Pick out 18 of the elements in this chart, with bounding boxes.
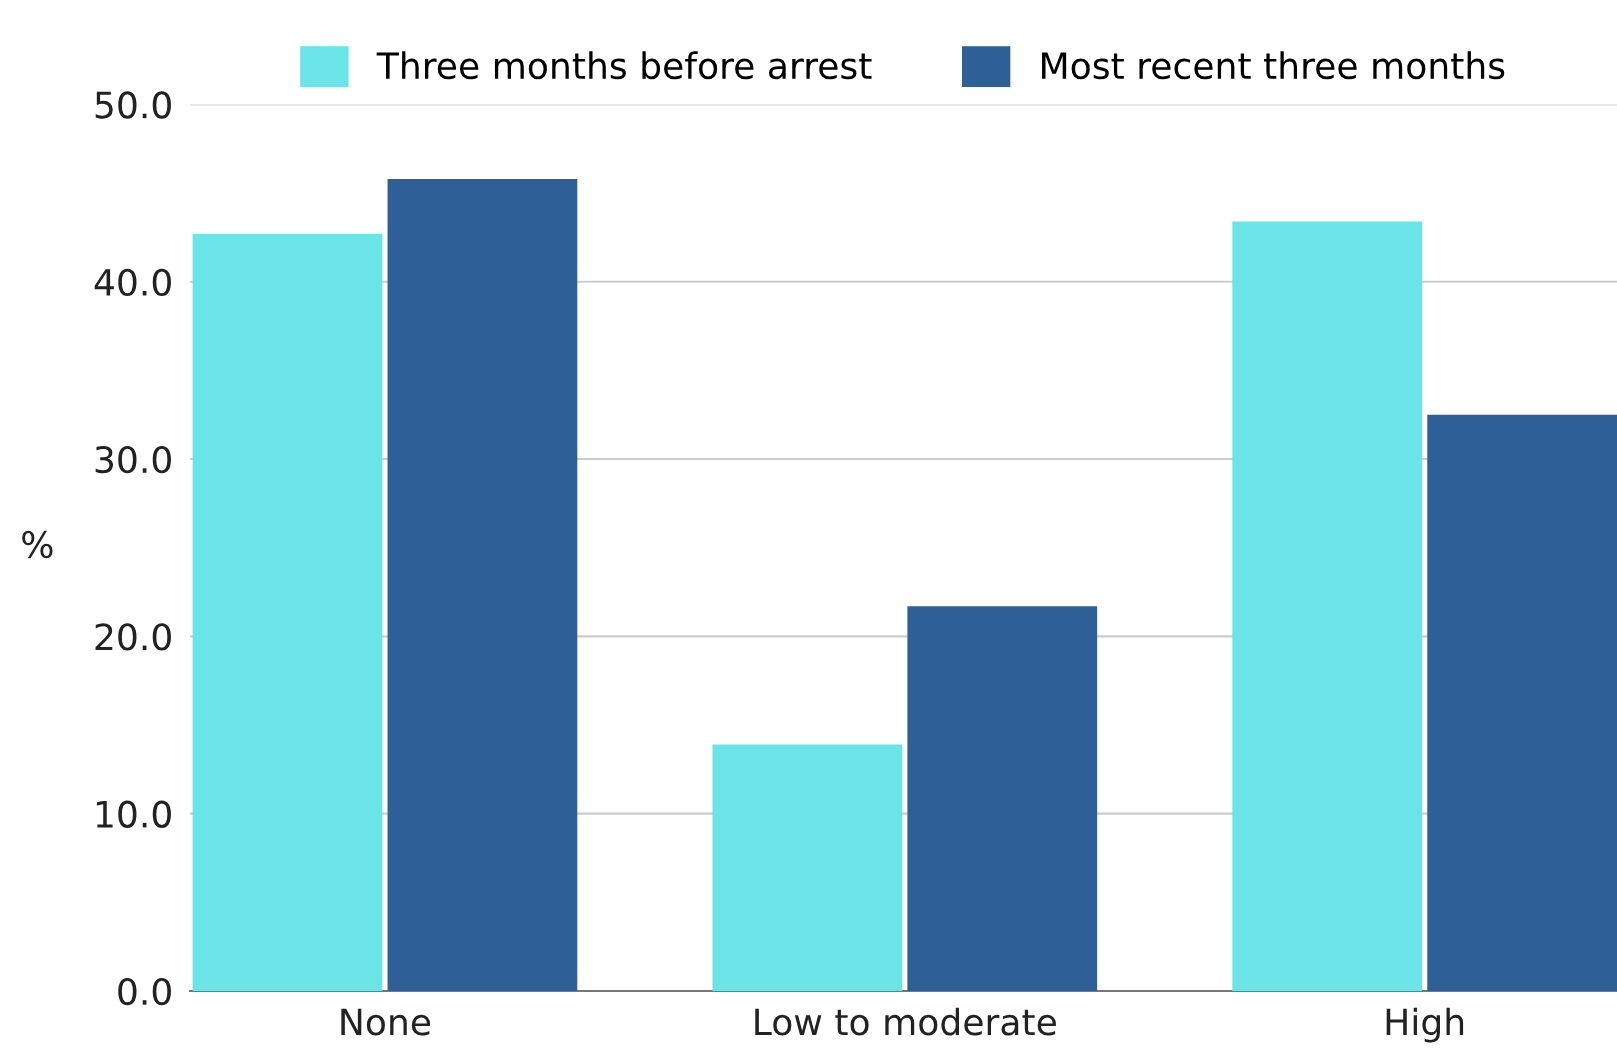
y-tick-label: 50.0 [95, 91, 171, 119]
y-axis-title: % [22, 530, 53, 559]
bar [712, 744, 903, 991]
bar [907, 606, 1098, 991]
y-tick-label: 40.0 [94, 268, 171, 296]
y-tick-label: 10.0 [96, 800, 171, 828]
bar [387, 178, 578, 991]
y-tick-label: 30.0 [95, 445, 171, 474]
bar [192, 233, 383, 991]
x-tick-label: High [1386, 1007, 1464, 1043]
x-tick-label: None [341, 1008, 431, 1036]
legend-label: Most recent three months [1042, 51, 1505, 80]
y-tick-label: 0.0 [118, 977, 171, 1006]
y-tick-label: 20.0 [95, 623, 171, 651]
bar [1427, 414, 1617, 991]
bar [1232, 221, 1423, 991]
x-tick-label: Low to moderate [755, 1007, 1056, 1036]
legend-label: Three months before arrest [376, 51, 872, 80]
